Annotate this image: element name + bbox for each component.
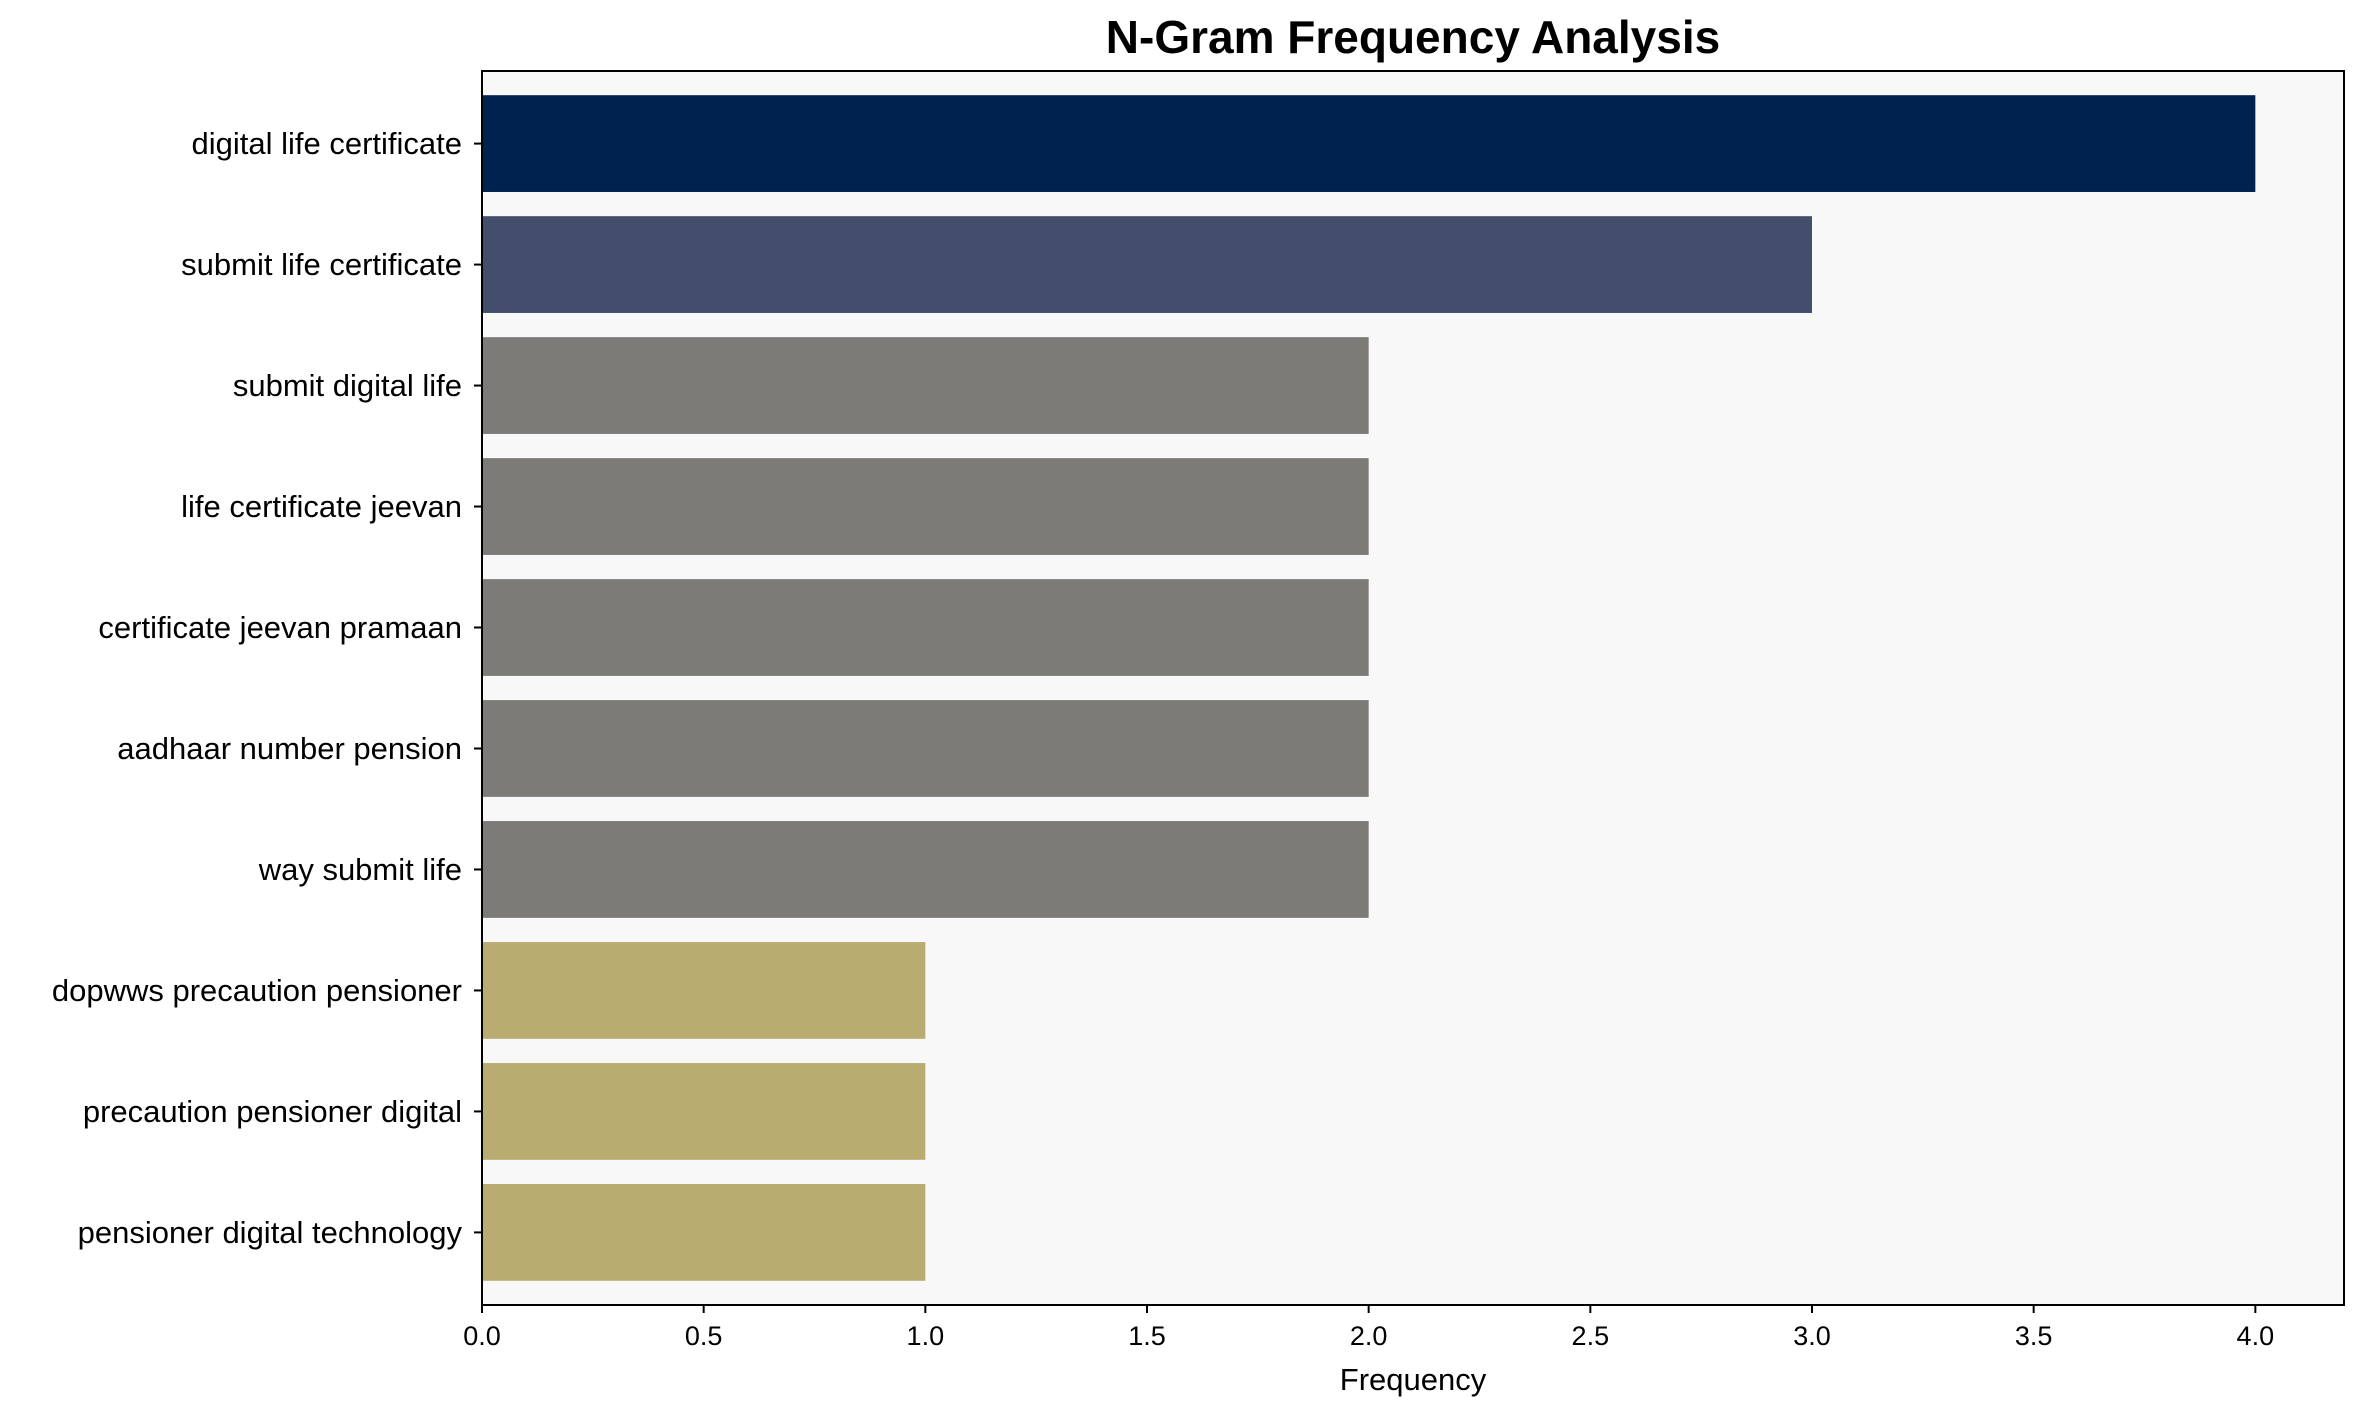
category-labels-group: digital life certificate submit life cert… [52,126,482,1250]
x-tick-label: 1.5 [1128,1321,1166,1351]
bar-10 [482,1184,926,1281]
bar-9 [482,1063,926,1160]
x-tick-label: 4.0 [2237,1321,2275,1351]
x-tick-label: 0.0 [463,1321,501,1351]
category-label: submit life certificate [181,247,462,282]
category-label: dopwws precaution pensioner [52,973,462,1008]
x-tick-label: 2.0 [1350,1321,1388,1351]
category-label: precaution pensioner digital [83,1094,462,1129]
x-tick-label: 2.5 [1572,1321,1610,1351]
x-tick-label: 3.0 [1793,1321,1831,1351]
bar-6 [482,700,1369,797]
category-label: way submit life [258,852,462,887]
bar-1 [482,95,2256,192]
x-tick-label: 1.0 [907,1321,945,1351]
x-tick-label: 3.5 [2015,1321,2053,1351]
bar-4 [482,458,1369,555]
category-label: pensioner digital technology [78,1215,463,1250]
x-ticks-group: 0.0 0.5 1.0 1.5 2.0 2.5 3.0 3.5 4.0 [463,1305,2274,1351]
category-label: life certificate jeevan [181,489,462,524]
bar-7 [482,821,1369,918]
x-axis-label: Frequency [1340,1362,1487,1397]
chart-title: N-Gram Frequency Analysis [1106,11,1720,63]
bar-2 [482,216,1812,313]
category-label: certificate jeevan pramaan [98,610,462,645]
category-label: digital life certificate [191,126,462,161]
bar-3 [482,337,1369,434]
bars-group [482,95,2256,1281]
bar-8 [482,942,926,1039]
category-label: aadhaar number pension [117,731,462,766]
bar-5 [482,579,1369,676]
x-tick-label: 0.5 [685,1321,723,1351]
category-label: submit digital life [233,368,462,403]
plot-frame [481,70,2345,1306]
